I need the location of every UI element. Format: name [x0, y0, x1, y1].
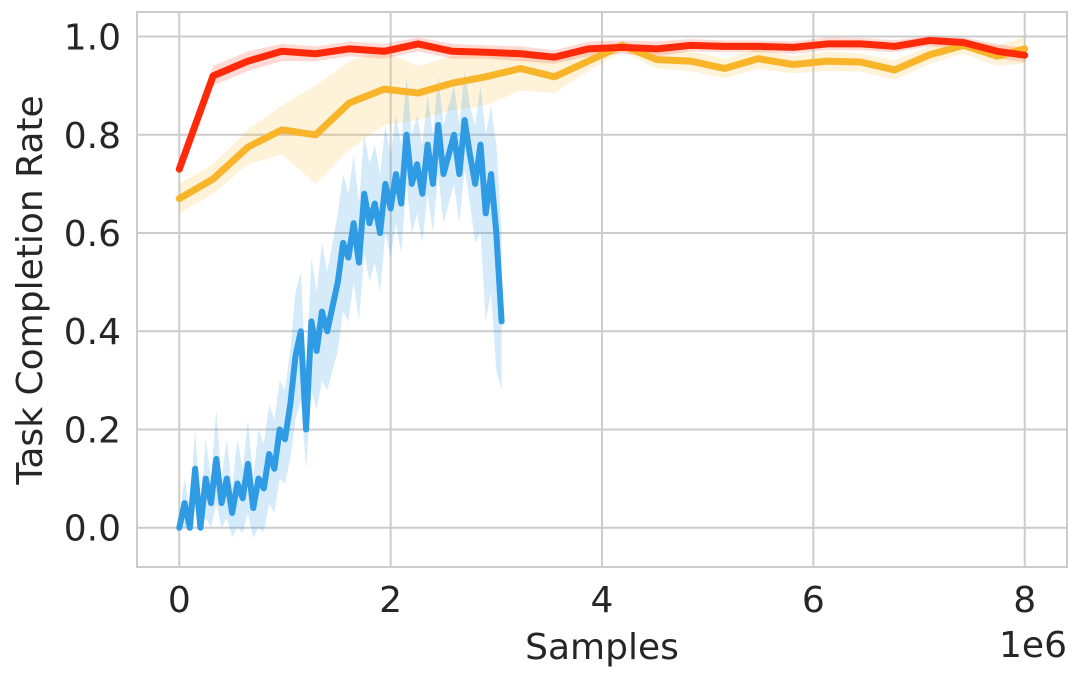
- series-band: [179, 36, 1025, 214]
- x-tick-label: 8: [1013, 580, 1036, 621]
- plot-frame: [136, 11, 1068, 568]
- x-tick-label: 2: [379, 580, 402, 621]
- y-tick-label: 0.0: [64, 509, 121, 550]
- x-axis-title: Samples: [525, 627, 679, 668]
- y-tick-label: 1.0: [64, 18, 121, 59]
- series-line: [176, 117, 505, 531]
- grid-lines: [137, 12, 1067, 567]
- series-line: [175, 41, 1029, 203]
- y-tick-label: 0.2: [64, 410, 121, 451]
- y-tick-label: 0.4: [64, 312, 121, 353]
- y-tick-label: 0.8: [64, 116, 121, 157]
- x-tick-labels: 0 2 4 6 8: [168, 580, 1036, 621]
- y-axis-title: Task Completion Rate: [10, 95, 51, 485]
- x-tick-label: 6: [802, 580, 825, 621]
- x-axis-offset-text: 1e6: [999, 625, 1067, 666]
- x-tick-label: 0: [168, 580, 191, 621]
- y-tick-label: 0.6: [64, 214, 121, 255]
- series-line: [175, 36, 1029, 173]
- x-tick-label: 4: [591, 580, 614, 621]
- series-band: [179, 36, 1025, 175]
- y-tick-labels: 0.0 0.2 0.4 0.6 0.8 1.0: [64, 18, 121, 550]
- series-lines: [175, 36, 1029, 531]
